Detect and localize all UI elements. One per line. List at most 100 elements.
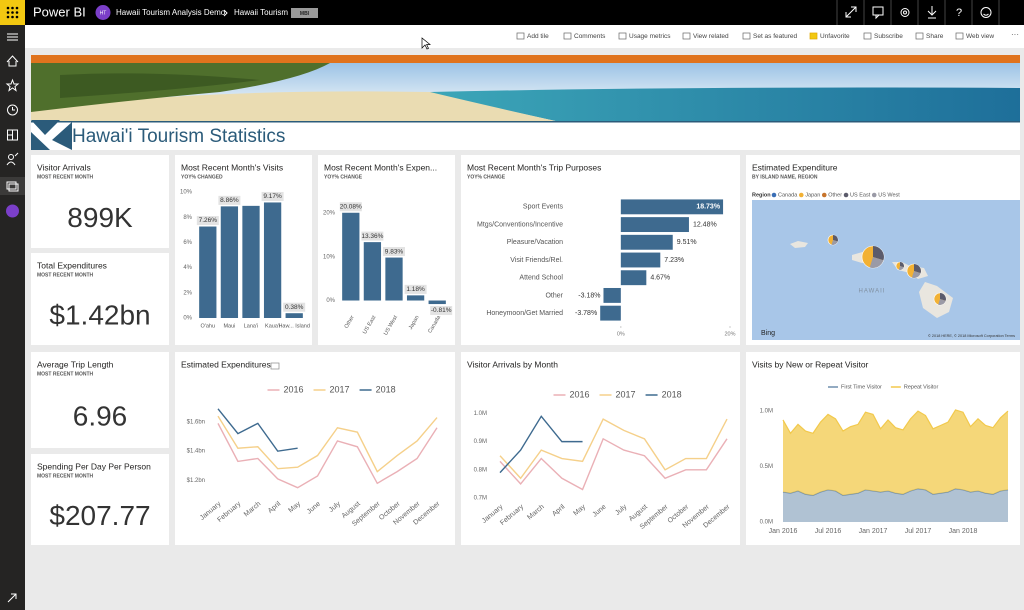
value-label-bg [404,284,427,294]
card-title: Visitor Arrivals [37,162,91,172]
toolbar-action[interactable]: Usage metrics [629,33,671,40]
banner-sand [31,91,560,122]
area-fill [783,409,1008,496]
x-tick-label: Jul 2017 [905,528,932,535]
map-label: HAWAII [859,289,886,295]
chart-title: Estimated Expenditure [752,162,838,172]
toolbar-icon[interactable] [915,32,924,40]
toolbar-icon[interactable] [742,32,751,40]
toolbar-action[interactable]: Web view [966,33,994,40]
avatar-initials: HT [100,10,107,16]
bar [620,252,661,268]
value-label: 1.18% [406,286,425,293]
legend-label: 2017 [330,384,350,394]
legend-label: 2018 [662,389,682,399]
value-label: 9.51% [677,239,697,246]
chart-title: Most Recent Month's Expen... [324,162,437,172]
value-label: 12.48% [693,221,717,228]
card-value: 6.96 [73,400,128,431]
card-title: Average Trip Length [37,359,114,369]
toolbar-icon[interactable] [516,32,525,40]
card-value: 899K [67,202,133,233]
toolbar-icon[interactable] [955,32,964,40]
line-series [499,418,728,480]
bar [285,313,303,318]
legend-title: Region [752,192,771,198]
pie-marker-slice [831,240,838,245]
chart-subtitle: YOY% CHANGE [467,174,506,180]
line-series [217,415,438,473]
toolbar-icon[interactable] [682,32,691,40]
value-label-bg [430,306,453,316]
y-tick-label: 0.9M [474,439,487,445]
category-label: Sport Events [523,204,564,211]
value-label-bg [339,202,362,212]
x-tick-label: Maui [223,323,235,329]
more-actions[interactable]: ··· [1011,30,1019,39]
toolbar-icon[interactable] [809,32,818,40]
nav-workspace-avatar[interactable] [6,204,19,218]
bar [263,202,282,318]
toolbar-action[interactable]: Comments [574,33,606,40]
value-label: 7.23% [664,257,684,264]
value-label: 9.17% [263,193,282,200]
toolbar [25,25,1024,48]
tile [31,454,169,545]
top-icons[interactable]: ? [845,6,992,20]
chart-title: Most Recent Month's Visits [181,162,283,172]
nav-icons[interactable] [5,33,20,603]
legend-swatch [843,192,849,198]
card-value: $1.42bn [49,299,150,330]
legend-label: 2017 [616,389,636,399]
card-value: $207.77 [49,500,150,531]
map-attribution: © 2018 HERE, © 2018 Microsoft Corporatio… [928,334,1015,338]
toolbar-action[interactable]: Set as featured [753,33,797,40]
chart-subtitle: YOY% CHANGE [324,174,363,180]
chart-subtitle: BY ISLAND NAME, REGION [752,174,818,180]
x-tick-label: Jan 2016 [769,528,798,535]
pie-marker-slice [940,293,946,301]
toolbar-action[interactable]: Subscribe [874,33,903,40]
value-label-bg [196,216,219,226]
bar [620,199,724,215]
banner-sea [430,87,1020,122]
category-label: Mtgs/Conventions/Incentive [477,221,563,228]
y-tick-label: 0.7M [474,496,487,502]
comment-icon[interactable] [270,362,280,370]
value-label: 7.26% [199,217,218,224]
x-tick-label: 0% [617,331,625,337]
bar [385,257,403,301]
tile [175,352,455,545]
tile [31,253,169,345]
bar [342,212,360,301]
area-line [782,488,1009,497]
workspace-name[interactable]: Hawaii Tourism Analysis Demo [116,8,226,17]
workspace-avatar [95,5,111,20]
pie-marker-slice [873,246,884,261]
toolbar-action[interactable]: Add tile [527,33,549,40]
toolbar-icon[interactable] [863,32,872,40]
bar [406,295,425,301]
island [790,241,808,248]
toolbar-icon[interactable] [618,32,627,40]
chart-title: Estimated Expenditures [181,359,271,369]
toolbar-action[interactable]: Share [926,33,944,40]
line-series [499,415,583,474]
y-tick-label: 1.0M [760,409,773,415]
report-name[interactable]: Hawaii Tourism [234,8,288,17]
toolbar-action[interactable]: Unfavorite [820,33,850,40]
banner-title: Hawai'i Tourism Statistics [72,126,285,147]
value-label-bg [283,302,306,312]
y-tick-label: 10% [323,254,336,260]
value-label-bg [218,195,241,205]
app-name: Power BI [33,4,86,19]
tile [31,352,169,448]
toolbar-icon[interactable] [563,32,572,40]
category-label: Pleasure/Vacation [507,239,563,246]
legend-label: Repeat Visitor [904,384,939,390]
toolbar-action[interactable]: View related [693,33,729,40]
pie-marker-slice [898,266,904,270]
value-label-bg [261,191,284,201]
